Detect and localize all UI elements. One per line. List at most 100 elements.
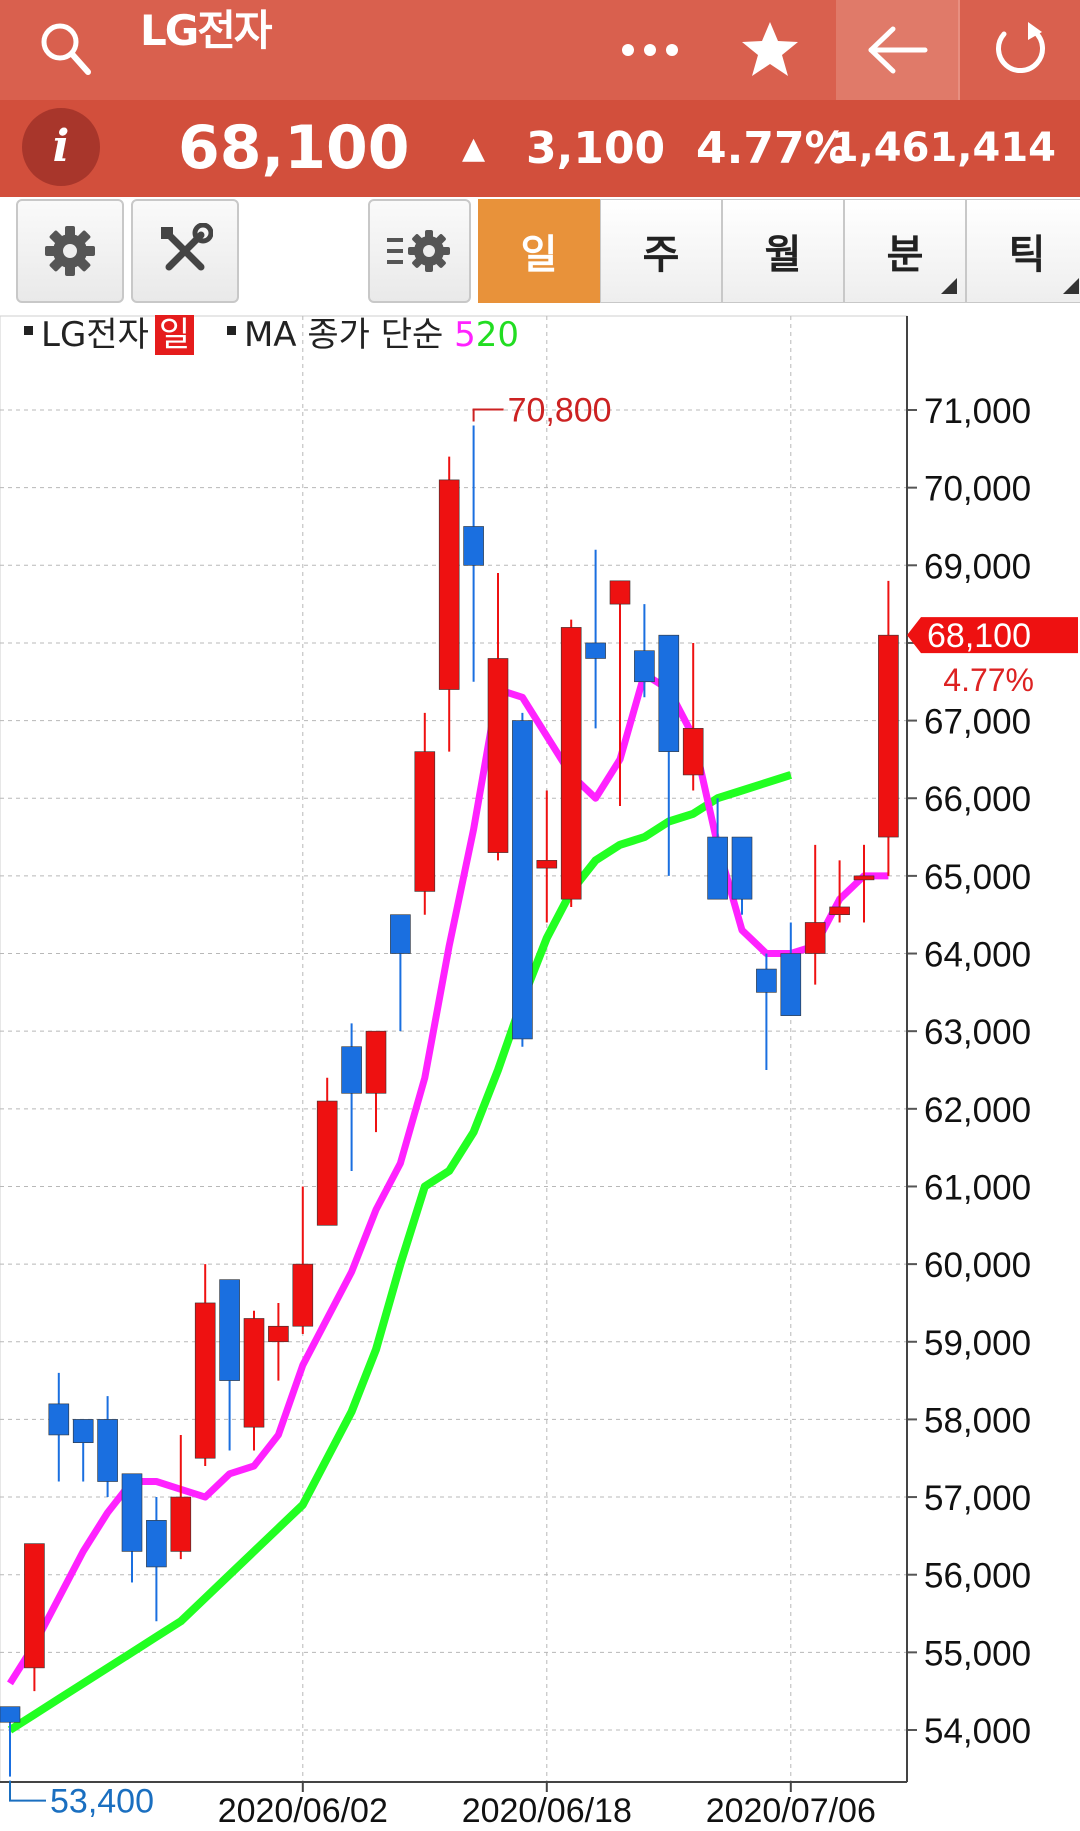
candle-body: [72, 1419, 94, 1444]
y-tick-label: 65,000: [924, 858, 1031, 897]
drawing-tools-button[interactable]: [131, 199, 239, 303]
search-icon[interactable]: [26, 0, 106, 100]
info-button[interactable]: i: [22, 108, 100, 186]
period-tab-day[interactable]: 일: [478, 199, 600, 303]
legend-stock-name: LG전자: [41, 315, 149, 355]
candle-body: [634, 650, 655, 683]
candle-body: [121, 1473, 143, 1552]
y-tick-label: 57,000: [924, 1479, 1031, 1518]
stock-title[interactable]: LG전자: [140, 6, 273, 55]
tools-icon: [161, 223, 213, 271]
candle-body: [48, 1403, 70, 1436]
y-tick-label: 58,000: [924, 1401, 1031, 1440]
candle-body: [853, 875, 875, 881]
ma5-line: [7, 670, 889, 1686]
low-price-label: 53,400: [50, 1783, 154, 1821]
dropdown-corner-icon: [941, 278, 957, 294]
dropdown-corner-icon: [1063, 278, 1079, 294]
y-tick-label: 61,000: [924, 1168, 1031, 1207]
candle-body: [829, 906, 850, 916]
current-price: 68,100: [178, 113, 410, 183]
trading-volume: 1,461,414: [830, 125, 1056, 171]
candle-body: [585, 642, 606, 659]
price-summary-bar: i 68,100 ▲ 3,100 4.77% 1,461,414: [0, 100, 1080, 197]
candle-body: [463, 526, 484, 566]
candle-body: [219, 1279, 240, 1381]
candle-body: [487, 658, 509, 853]
period-tab-tick[interactable]: 틱: [966, 199, 1080, 303]
period-tab-month[interactable]: 월: [722, 199, 844, 303]
last-price-tag: [907, 617, 1078, 654]
high-price-label: 70,800: [508, 392, 612, 430]
candle-body: [878, 634, 899, 838]
candle-body: [97, 1419, 118, 1482]
candle-body: [365, 1030, 387, 1094]
candle-body: [316, 1100, 338, 1226]
y-tick-label: 63,000: [924, 1013, 1031, 1052]
indicator-settings-button[interactable]: [368, 199, 471, 303]
y-tick-label: 59,000: [924, 1324, 1031, 1363]
y-tick-label: 60,000: [924, 1246, 1031, 1285]
candle-body: [804, 922, 826, 954]
y-tick-label: 55,000: [924, 1634, 1031, 1673]
legend-ma5: 5: [454, 315, 476, 355]
candle-body: [414, 751, 436, 892]
x-tick-label: 2020/06/02: [218, 1792, 388, 1830]
settings-button[interactable]: [16, 199, 124, 303]
x-tick-label: 2020/06/18: [462, 1792, 632, 1830]
y-tick-label: 62,000: [924, 1091, 1031, 1130]
y-tick-label: 54,000: [924, 1712, 1031, 1751]
candle-body: [243, 1318, 265, 1428]
indicator-settings-icon: [386, 230, 450, 272]
legend-marker: [226, 326, 236, 335]
price-change: 3,100: [526, 123, 666, 174]
chart-toolbar: 일 주 월 분 틱: [0, 197, 1080, 310]
candle-body: [707, 836, 728, 900]
candle-body: [170, 1496, 192, 1552]
candle-body: [512, 720, 533, 1040]
candle-body: [268, 1325, 289, 1343]
candle-body: [560, 627, 582, 900]
refresh-icon[interactable]: [960, 0, 1080, 100]
chart-legend: LG전자 일 MA 종가 단순 520: [24, 313, 519, 357]
header-divider: [958, 0, 960, 100]
legend-ma20: 20: [475, 315, 520, 355]
y-tick-label: 64,000: [924, 936, 1031, 975]
more-icon[interactable]: [610, 0, 690, 100]
period-tab-week[interactable]: 주: [600, 199, 722, 303]
candle-body: [24, 1543, 45, 1669]
high-marker: [472, 408, 504, 422]
y-tick-label: 71,000: [924, 392, 1031, 431]
candle-body: [194, 1302, 216, 1459]
x-tick-label: 2020/07/06: [706, 1792, 876, 1830]
last-price-label: 68,100: [927, 617, 1031, 655]
y-tick-label: 70,000: [924, 470, 1031, 509]
candle-body: [780, 953, 802, 1016]
y-tick-label: 69,000: [924, 547, 1031, 586]
y-tick-label: 56,000: [924, 1557, 1031, 1596]
y-tick-label: 66,000: [924, 780, 1031, 819]
candle-body: [682, 728, 704, 776]
period-tab-minute[interactable]: 분: [844, 199, 966, 303]
legend-period-badge: 일: [154, 315, 195, 355]
candle-body: [536, 860, 558, 869]
back-arrow-icon[interactable]: [836, 0, 958, 100]
candle-body: [609, 580, 631, 605]
change-percent: 4.77%: [696, 123, 849, 174]
candle-body: [341, 1046, 362, 1094]
gear-icon: [45, 226, 95, 276]
y-tick-label: 67,000: [924, 703, 1031, 742]
candle-body: [658, 634, 680, 752]
period-tab-minute-label: 분: [886, 232, 924, 278]
legend-marker: [24, 326, 33, 335]
up-arrow-icon: ▲: [462, 131, 486, 166]
star-icon[interactable]: [730, 0, 810, 100]
candle-body: [731, 836, 753, 900]
low-marker: [9, 1780, 46, 1802]
last-change-pct-label: 4.77%: [943, 662, 1034, 698]
candle-body: [438, 479, 460, 690]
legend-ma-label: MA 종가 단순: [243, 315, 444, 355]
ma20-line: [7, 771, 793, 1734]
candle-body: [0, 1706, 21, 1723]
